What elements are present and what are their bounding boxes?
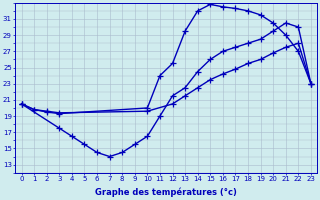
X-axis label: Graphe des températures (°c): Graphe des températures (°c) [95,188,237,197]
